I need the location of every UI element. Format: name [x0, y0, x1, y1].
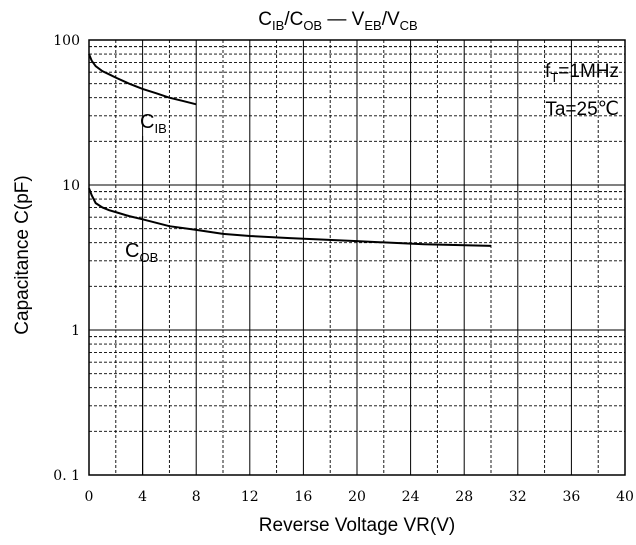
frequency-annotation: fT=1MHz: [545, 61, 619, 85]
x-tick-label-24: 24: [402, 489, 420, 505]
series-label-cob-main: C: [125, 240, 139, 262]
series-curves: [88, 53, 492, 247]
series-label-cob: COB: [125, 240, 158, 265]
title-part-4: /V: [382, 9, 400, 30]
freq-main: f: [545, 61, 551, 82]
x-tick-label-20: 20: [348, 489, 366, 505]
series-curve-cob: [88, 187, 492, 247]
y-tick-label-10: 10: [62, 178, 80, 194]
x-tick-label-36: 36: [562, 489, 580, 505]
temperature-annotation: Ta=25℃: [545, 99, 619, 120]
freq-sub: T: [550, 70, 558, 85]
title-sub-1: IB: [272, 18, 284, 33]
title-sub-3: EB: [364, 18, 381, 33]
series-label-cib-main: C: [140, 111, 154, 133]
y-tick-label-01: 0. 1: [53, 468, 80, 484]
y-tick-label-100: 100: [53, 33, 80, 49]
x-tick-label-8: 8: [192, 489, 201, 505]
title-part-2: /C: [284, 9, 303, 30]
title-sub-2: OB: [303, 18, 322, 33]
x-tick-labels: 0 4 8 12 16 20 24 28 32 36 40: [85, 489, 634, 505]
x-tick-label-32: 32: [509, 489, 527, 505]
x-axis-label: Reverse Voltage VR(V): [259, 515, 455, 536]
title-sub-4: CB: [400, 18, 418, 33]
x-tick-label-4: 4: [138, 489, 147, 505]
series-label-cib-sub: IB: [154, 121, 166, 136]
title-part-1: C: [258, 9, 272, 30]
plot-frame: [88, 39, 626, 476]
title-part-3: — V: [322, 9, 365, 30]
series-label-cob-sub: OB: [139, 250, 158, 265]
x-tick-label-16: 16: [294, 489, 312, 505]
grid-lines: [89, 40, 625, 475]
y-axis-label: Capacitance C(pF): [12, 175, 33, 334]
freq-rest: =1MHz: [558, 61, 619, 82]
x-tick-label-0: 0: [85, 489, 94, 505]
series-curve-cib: [88, 53, 197, 106]
series-label-cib: CIB: [140, 111, 167, 136]
x-tick-label-28: 28: [455, 489, 473, 505]
chart-title: CIB/COB — VEB/VCB: [258, 9, 417, 33]
x-tick-label-40: 40: [616, 489, 634, 505]
x-tick-label-12: 12: [241, 489, 259, 505]
y-tick-labels: 0. 1 1 10 100: [53, 33, 80, 484]
y-tick-label-1: 1: [71, 323, 80, 339]
